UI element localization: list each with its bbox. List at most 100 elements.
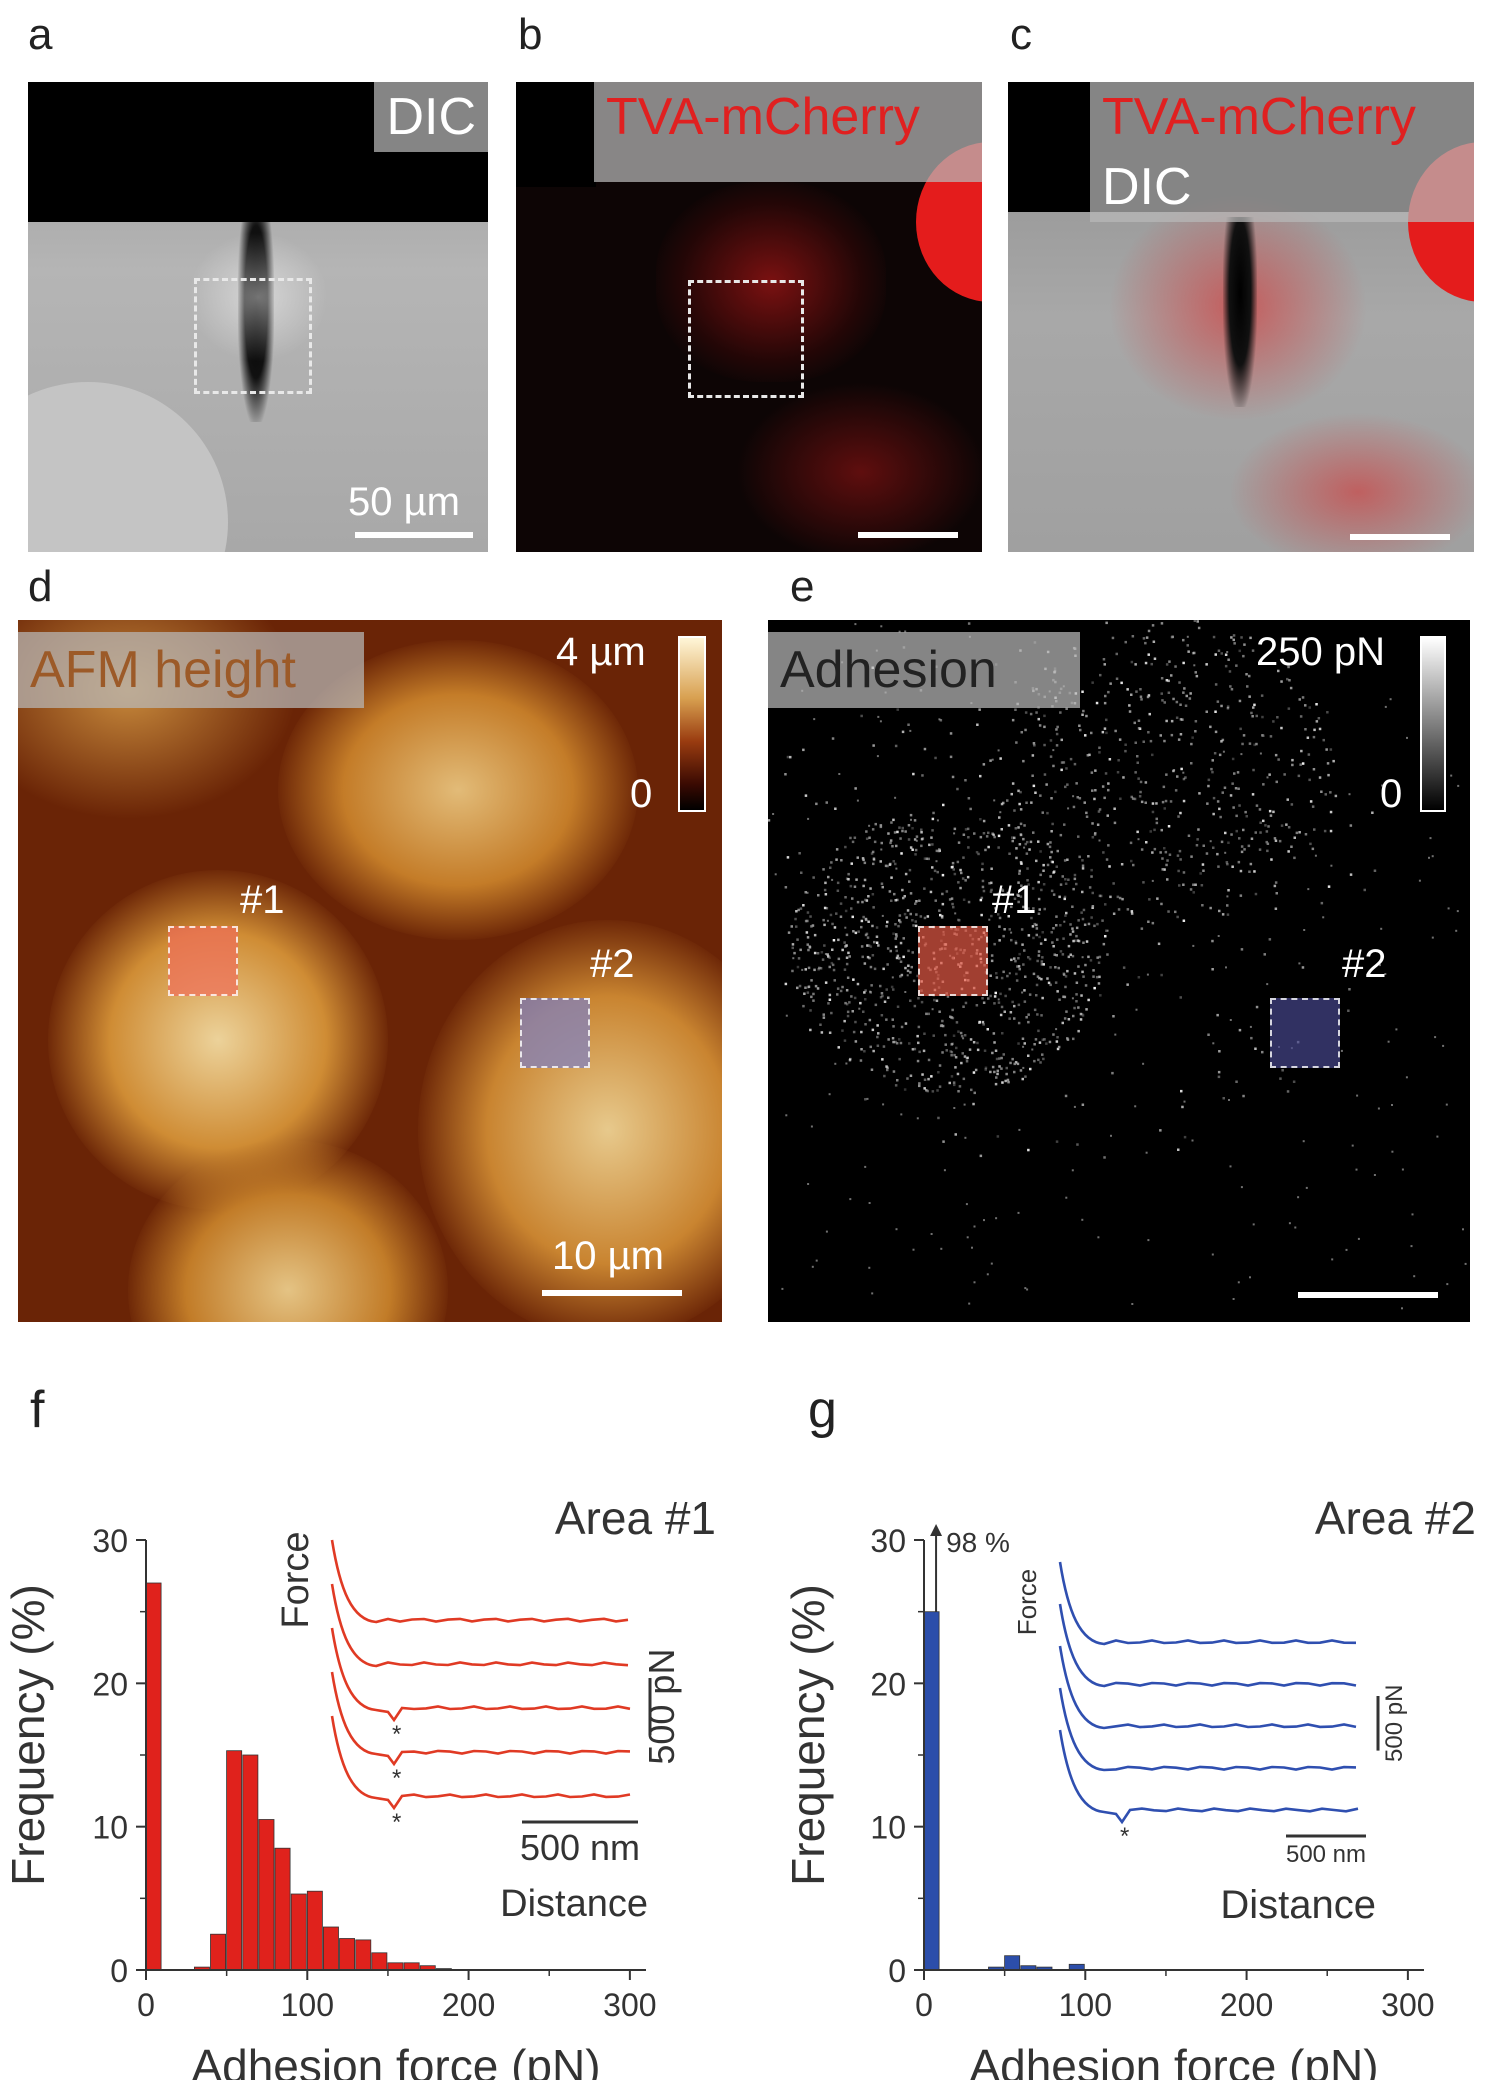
adhesion-speck xyxy=(824,953,827,955)
adhesion-speck xyxy=(1266,776,1269,779)
adhesion-speck xyxy=(1095,975,1099,979)
adhesion-speck xyxy=(891,845,894,848)
adhesion-speck xyxy=(909,999,912,1002)
adhesion-speck xyxy=(1410,1245,1413,1248)
adhesion-speck xyxy=(860,925,863,929)
adhesion-speck xyxy=(1003,928,1006,931)
adhesion-speck xyxy=(1056,990,1059,993)
adhesion-speck xyxy=(953,872,957,876)
adhesion-speck xyxy=(864,1023,867,1026)
adhesion-speck xyxy=(1235,814,1238,818)
adhesion-speck xyxy=(923,857,927,860)
adhesion-speck xyxy=(1242,828,1245,832)
adhesion-speck xyxy=(871,1028,875,1032)
adhesion-speck xyxy=(903,1088,907,1091)
adhesion-speck xyxy=(866,944,869,947)
adhesion-speck xyxy=(1077,965,1080,968)
adhesion-speck xyxy=(894,945,898,949)
adhesion-speck xyxy=(1009,1061,1012,1065)
adhesion-speck xyxy=(913,1047,917,1051)
adhesion-speck xyxy=(930,877,933,881)
adhesion-speck xyxy=(1059,883,1063,886)
panel-c-label: c xyxy=(1010,10,1032,59)
adhesion-speck xyxy=(1015,847,1018,850)
adhesion-speck xyxy=(1021,991,1024,994)
adhesion-speck xyxy=(1305,1186,1308,1189)
adhesion-speck xyxy=(1226,651,1229,653)
adhesion-speck xyxy=(1163,739,1166,743)
adhesion-speck xyxy=(1105,621,1108,625)
roi-1 xyxy=(918,926,988,996)
adhesion-speck xyxy=(980,896,984,900)
histogram-bar xyxy=(274,1847,291,1971)
adhesion-speck xyxy=(1147,694,1151,697)
adhesion-speck xyxy=(1054,966,1057,969)
adhesion-speck xyxy=(1168,853,1172,856)
adhesion-speck xyxy=(787,931,791,934)
adhesion-speck xyxy=(1071,930,1075,933)
adhesion-speck xyxy=(997,998,1000,1001)
adhesion-speck xyxy=(953,832,956,835)
adhesion-speck xyxy=(1107,844,1110,847)
adhesion-speck xyxy=(900,1113,903,1116)
adhesion-speck xyxy=(1008,928,1011,931)
adhesion-speck xyxy=(1175,716,1179,719)
adhesion-speck xyxy=(1061,875,1064,878)
adhesion-speck xyxy=(883,1000,887,1003)
adhesion-speck xyxy=(952,1081,956,1084)
adhesion-speck xyxy=(1268,938,1272,941)
roi-1 xyxy=(168,926,238,996)
adhesion-speck xyxy=(950,1016,953,1019)
adhesion-speck xyxy=(982,889,986,893)
adhesion-speck xyxy=(1183,687,1186,690)
histogram-bar xyxy=(322,1926,339,1971)
adhesion-speck xyxy=(1266,842,1270,845)
adhesion-speck xyxy=(819,1023,822,1026)
adhesion-speck xyxy=(1071,927,1074,930)
adhesion-speck xyxy=(912,979,916,983)
adhesion-speck xyxy=(962,1037,965,1040)
histogram-bar xyxy=(923,1611,940,1971)
adhesion-speck xyxy=(941,1019,944,1023)
adhesion-speck xyxy=(1017,789,1020,793)
adhesion-speck xyxy=(1329,810,1333,814)
adhesion-speck xyxy=(1287,826,1291,829)
adhesion-speck xyxy=(895,1042,899,1045)
adhesion-speck xyxy=(1309,800,1313,803)
adhesion-speck xyxy=(1220,704,1223,708)
adhesion-speck xyxy=(1090,875,1093,878)
adhesion-speck xyxy=(1037,1029,1040,1033)
adhesion-speck xyxy=(1084,734,1087,737)
adhesion-speck xyxy=(1196,838,1199,841)
adhesion-speck xyxy=(1250,1036,1253,1040)
adhesion-speck xyxy=(1017,965,1021,968)
adhesion-speck xyxy=(837,938,840,942)
adhesion-speck xyxy=(1446,1283,1449,1286)
adhesion-speck xyxy=(1261,1050,1264,1054)
adhesion-speck xyxy=(870,852,874,855)
adhesion-speck xyxy=(1023,1042,1026,1045)
adhesion-speck xyxy=(1038,908,1041,911)
adhesion-speck xyxy=(939,719,943,722)
adhesion-speck xyxy=(1233,772,1236,775)
adhesion-speck xyxy=(1019,1069,1023,1072)
adhesion-speck xyxy=(1230,833,1233,836)
adhesion-speck xyxy=(872,1049,875,1053)
adhesion-speck xyxy=(1042,863,1045,867)
adhesion-speck xyxy=(993,942,996,946)
adhesion-speck xyxy=(1436,1135,1439,1138)
adhesion-speck xyxy=(1211,759,1214,762)
adhesion-speck xyxy=(1069,757,1073,761)
adhesion-speck xyxy=(825,1230,828,1233)
adhesion-speck xyxy=(1249,636,1252,640)
adhesion-speck xyxy=(1078,797,1082,800)
adhesion-speck xyxy=(998,1057,1001,1060)
roi-1-label: #1 xyxy=(240,878,285,922)
adhesion-speck xyxy=(941,902,945,906)
adhesion-speck xyxy=(1115,652,1118,656)
adhesion-speck xyxy=(1212,635,1216,639)
adhesion-speck xyxy=(1008,1017,1011,1020)
adhesion-speck xyxy=(971,1246,973,1249)
adhesion-speck xyxy=(993,835,996,839)
adhesion-speck xyxy=(978,708,981,711)
